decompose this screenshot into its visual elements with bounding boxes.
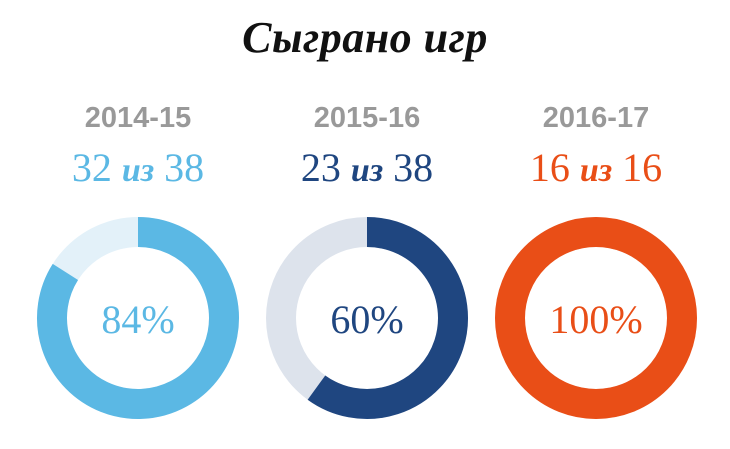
season-label: 2016-17: [542, 102, 650, 134]
played-value: 32: [71, 145, 112, 190]
donut-chart: 60%: [266, 217, 468, 419]
played-count: 16 из 16: [481, 144, 711, 195]
total-value: 38: [393, 145, 434, 190]
played-value: 23: [300, 145, 341, 190]
played-count: 23 из 38: [252, 144, 482, 195]
season-card-2015-16: 2015-16 23 из 38 60%: [252, 100, 482, 430]
season-label: 2014-15: [84, 102, 192, 134]
total-value: 38: [164, 145, 205, 190]
donut-value-arc: [37, 217, 239, 419]
of-word: из: [350, 152, 384, 189]
of-word: из: [579, 152, 613, 189]
percent-label: 84%: [101, 297, 174, 342]
percent-label: 60%: [330, 297, 403, 342]
season-card-2014-15: 2014-15 32 из 38 84%: [23, 100, 253, 430]
played-count: 32 из 38: [23, 144, 253, 195]
donut-value-arc: [307, 217, 468, 419]
donut-value-arc: [495, 217, 697, 419]
played-value: 16: [529, 145, 570, 190]
chart-title: Сыграно игр: [242, 13, 488, 62]
of-word: из: [121, 152, 155, 189]
donut-chart: 100%: [495, 217, 697, 419]
donut-chart: 84%: [37, 217, 239, 419]
season-label: 2015-16: [313, 102, 421, 134]
percent-label: 100%: [549, 297, 642, 342]
season-card-2016-17: 2016-17 16 из 16 100%: [481, 100, 711, 430]
total-value: 16: [622, 145, 663, 190]
